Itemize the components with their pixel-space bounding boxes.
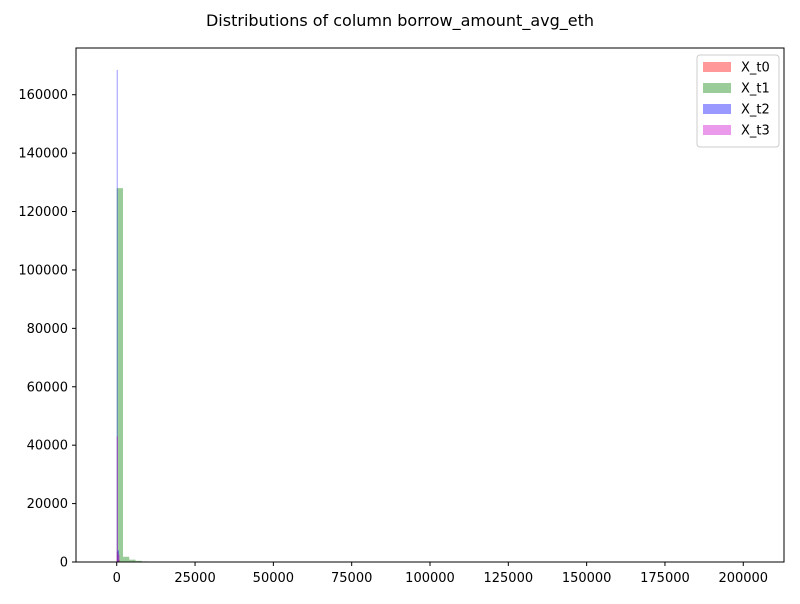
axes-layer: 0 25000 50000 75000 100000 125000 150000 175000… (18, 47, 785, 586)
x-tick-label: 150000 (562, 571, 612, 586)
bar-x-t3-1 (117, 554, 120, 562)
legend-label-x-t1: X_t1 (741, 82, 770, 97)
y-tick-label: 140000 (18, 147, 68, 162)
legend-label-x-t2: X_t2 (741, 103, 770, 118)
x-tick-label: 25000 (174, 571, 215, 586)
bar-x-t1-0 (116, 188, 123, 562)
bar-x-t2-1 (117, 550, 119, 562)
bar-x-t2-0 (116, 69, 118, 562)
y-tick-label: 160000 (18, 88, 68, 103)
y-tick-label: 40000 (27, 439, 68, 454)
legend-swatch-x-t2 (703, 104, 731, 114)
x-tick-label: 125000 (483, 571, 533, 586)
y-tick-label: 100000 (18, 263, 68, 278)
bar-x-t1-1 (122, 556, 130, 562)
x-tick-label: 50000 (253, 571, 294, 586)
series-x-t1 (116, 188, 149, 562)
legend-box (696, 54, 780, 148)
y-tick-label: 80000 (27, 322, 68, 337)
series-x-t3 (116, 436, 120, 562)
bar-x-t0-1 (118, 560, 120, 562)
y-tick-label: 60000 (27, 380, 68, 395)
series-x-t2 (116, 69, 119, 562)
legend: X_t0 X_t1 X_t2 X_t3 (696, 54, 780, 148)
legend-swatch-x-t1 (703, 83, 731, 93)
bars-layer (116, 69, 149, 562)
bar-x-t1-2 (129, 559, 136, 562)
bar-x-t0-0 (116, 551, 119, 562)
y-tick-label: 20000 (27, 497, 68, 512)
chart-title: Distributions of column borrow_amount_av… (206, 11, 594, 31)
x-tick-label: 0 (113, 571, 121, 586)
bar-x-t1-3 (135, 560, 142, 562)
x-tick-label: 175000 (640, 571, 690, 586)
plot-frame (75, 47, 785, 563)
bar-x-t3-0 (116, 436, 118, 562)
legend-label-x-t3: X_t3 (741, 124, 770, 139)
legend-swatch-x-t0 (703, 62, 731, 72)
y-tick-label: 120000 (18, 205, 68, 220)
x-tick-label: 100000 (405, 571, 455, 586)
x-tick-label: 75000 (331, 571, 372, 586)
series-x-t0 (116, 551, 120, 562)
legend-label-x-t0: X_t0 (741, 61, 770, 76)
x-tick-label: 200000 (718, 571, 768, 586)
y-tick-label: 0 (60, 556, 68, 571)
legend-swatch-x-t3 (703, 125, 731, 135)
